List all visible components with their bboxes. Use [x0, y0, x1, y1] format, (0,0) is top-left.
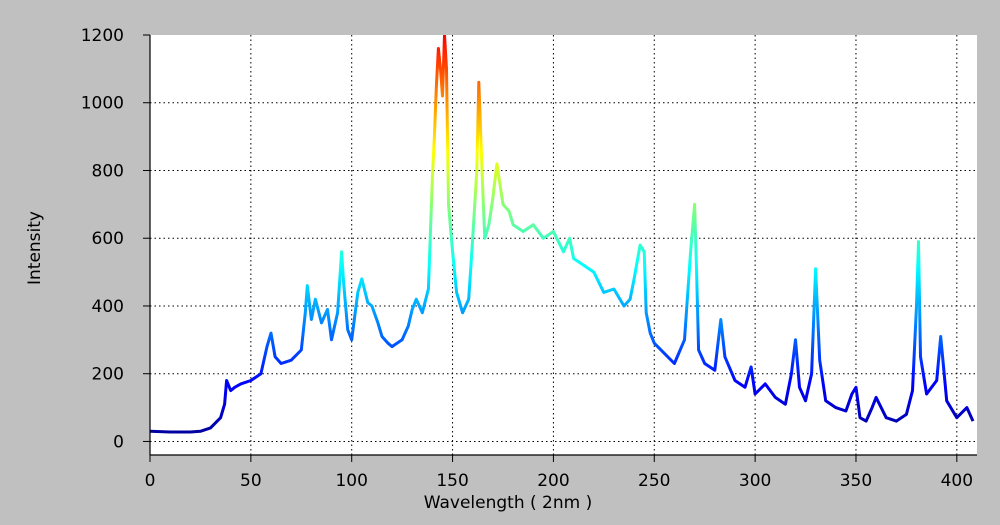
x-tick-label: 150	[436, 471, 468, 491]
x-tick-label: 0	[145, 471, 156, 491]
x-tick-label: 300	[739, 471, 771, 491]
y-tick-label: 0	[113, 432, 124, 452]
y-tick-label: 800	[92, 161, 124, 181]
x-tick-label: 50	[240, 471, 262, 491]
grid-lines	[150, 35, 977, 455]
y-tick-label: 1000	[81, 94, 124, 114]
plot-area	[150, 35, 977, 455]
series-layer	[150, 35, 975, 434]
axes	[149, 35, 977, 456]
x-axis-label: Wavelength ( 2nm )	[424, 493, 592, 513]
y-tick-label: 600	[92, 229, 124, 249]
y-tick-label: 400	[92, 297, 124, 317]
x-tick-label: 100	[335, 471, 367, 491]
x-tick-label: 350	[840, 471, 872, 491]
y-ticks: 0 200 400 600 800 1000 1200	[81, 26, 150, 452]
y-tick-label: 1200	[81, 26, 124, 46]
x-ticks: 0 50 100 150 200 250 300 350 400	[145, 455, 973, 491]
series-line	[150, 35, 975, 434]
x-tick-label: 200	[537, 471, 569, 491]
y-axis-label: Intensity	[25, 211, 45, 285]
x-tick-label: 400	[941, 471, 973, 491]
y-tick-label: 200	[92, 365, 124, 385]
x-tick-label: 250	[638, 471, 670, 491]
